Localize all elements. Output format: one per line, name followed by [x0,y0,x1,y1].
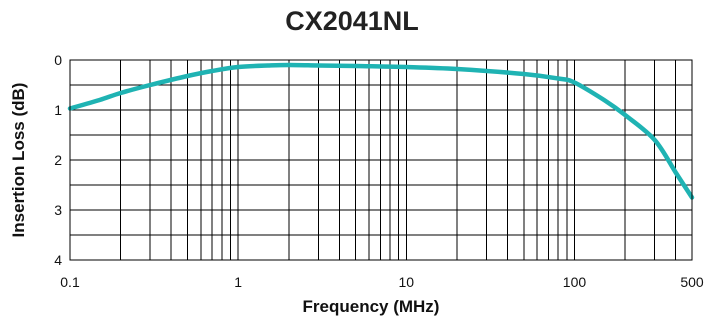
y-axis-label: Insertion Loss (dB) [9,83,28,238]
x-tick-label: 100 [563,274,587,290]
y-tick-label: 3 [54,202,62,218]
x-tick-label: 10 [399,274,415,290]
x-tick-label: 500 [680,274,704,290]
chart-title: CX2041NL [285,6,419,36]
x-tick-label: 1 [234,274,242,290]
x-axis-label: Frequency (MHz) [303,297,440,316]
plot-frame [69,59,693,261]
grid [69,59,693,261]
y-tick-label: 4 [54,252,62,268]
series-layer [67,62,695,200]
y-tick-label: 0 [54,52,62,68]
y-tick-label: 1 [54,102,62,118]
y-tick-label: 2 [54,152,62,168]
x-tick-label: 0.1 [60,274,80,290]
tick-labels: 0.1 1 10 100 500 0 1 2 3 4 [54,52,704,290]
insertion-loss-line [67,62,695,200]
